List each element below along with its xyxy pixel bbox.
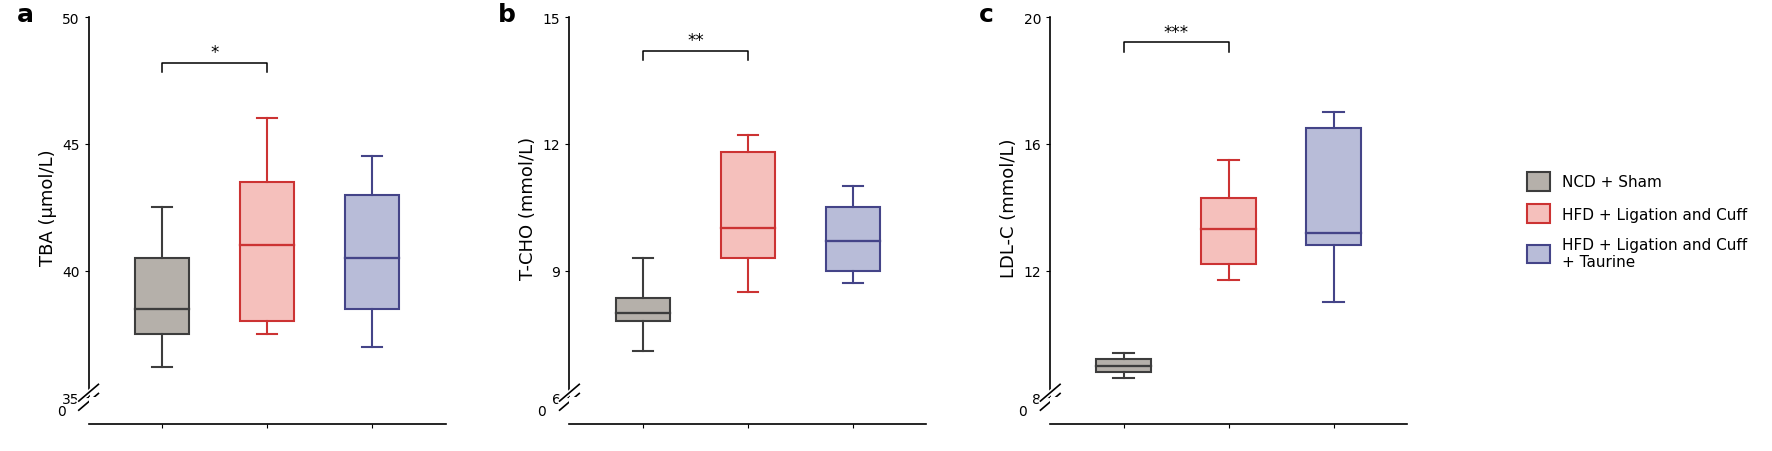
Text: 0: 0	[537, 404, 546, 418]
Text: 0: 0	[1019, 404, 1028, 418]
Y-axis label: T-CHO (mmol/L): T-CHO (mmol/L)	[519, 136, 537, 279]
Text: a: a	[18, 3, 34, 27]
Bar	[826, 208, 881, 271]
Text: c: c	[978, 3, 994, 27]
Bar	[346, 195, 399, 309]
Bar	[239, 182, 294, 322]
Text: b: b	[498, 3, 516, 27]
Y-axis label: LDL-C (mmol/L): LDL-C (mmol/L)	[999, 138, 1017, 277]
Text: *: *	[211, 44, 218, 62]
Bar	[135, 258, 190, 334]
Text: ***: ***	[1164, 24, 1189, 42]
Text: 0: 0	[57, 404, 66, 418]
Bar	[1201, 198, 1256, 265]
Bar	[721, 153, 774, 258]
Legend: NCD + Sham, HFD + Ligation and Cuff, HFD + Ligation and Cuff
+ Taurine: NCD + Sham, HFD + Ligation and Cuff, HFD…	[1527, 173, 1747, 269]
Y-axis label: TBA (μmol/L): TBA (μmol/L)	[39, 150, 57, 266]
Text: **: **	[688, 32, 703, 50]
Bar	[1097, 359, 1152, 372]
Bar	[1306, 129, 1361, 246]
Bar	[615, 298, 670, 322]
